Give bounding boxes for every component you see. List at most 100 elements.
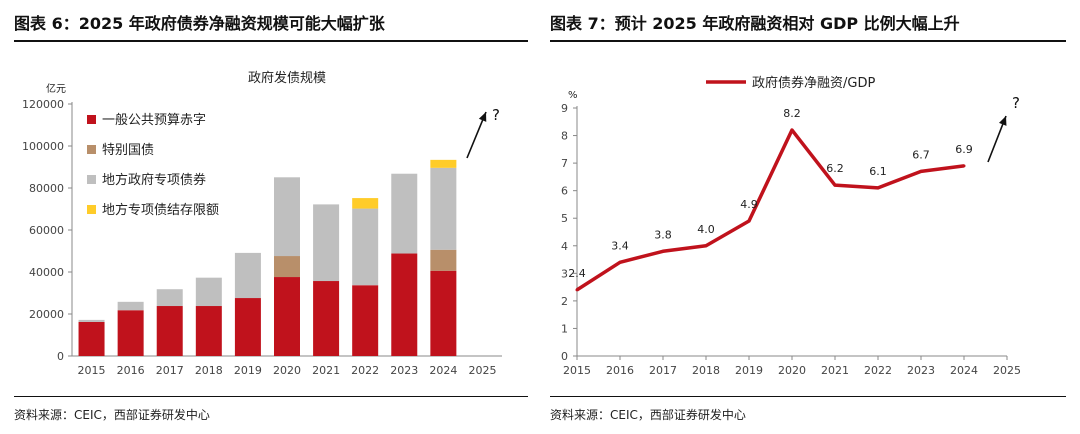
data-label: 6.1 — [869, 165, 887, 178]
line-x-tick-label: 2015 — [563, 364, 591, 377]
series-point — [833, 183, 837, 187]
line-y-tick-label: 7 — [561, 157, 568, 170]
bar-x-tick-label: 2023 — [390, 364, 418, 377]
bar-y-tick-label: 80000 — [29, 182, 64, 195]
trend-arrow-head — [998, 116, 1007, 126]
legend-label: 一般公共预算赤字 — [102, 112, 206, 128]
bar-segment-1 — [391, 253, 418, 356]
line-y-tick-label: 5 — [561, 212, 568, 225]
bar-segment-3 — [78, 319, 105, 322]
question-mark-annotation: ? — [1012, 94, 1020, 112]
bar-segment-1 — [352, 285, 379, 356]
figure-7-source: 资料来源：CEIC，西部证券研发中心 — [550, 408, 746, 422]
line-y-tick-label: 3 — [561, 267, 568, 280]
bar-segment-3 — [352, 208, 379, 286]
bar-x-tick-label: 2021 — [312, 364, 340, 377]
bar-y-tick-label: 60000 — [29, 224, 64, 237]
figure-7-title: 图表 7：预计 2025 年政府融资相对 GDP 比例大幅上升 — [550, 14, 960, 33]
line-x-tick-label: 2024 — [950, 364, 978, 377]
data-label: 4.0 — [697, 223, 715, 236]
bar-x-tick-label: 2015 — [78, 364, 106, 377]
data-label: 4.9 — [740, 198, 758, 211]
bar-segment-4 — [430, 159, 457, 168]
data-label: 3.4 — [611, 239, 629, 252]
bar-segment-1 — [195, 306, 222, 356]
data-label: 2.4 — [568, 267, 586, 280]
bar-segment-3 — [274, 177, 300, 257]
data-label: 6.2 — [826, 162, 844, 175]
bar-y-tick-label: 20000 — [29, 308, 64, 321]
series-point — [704, 244, 708, 248]
bar-x-tick-label: 2018 — [195, 364, 223, 377]
bar-x-tick-label: 2017 — [156, 364, 184, 377]
series-point — [962, 164, 966, 168]
legend-swatch — [87, 115, 96, 124]
data-label: 8.2 — [783, 107, 801, 120]
bar-segment-4 — [352, 198, 379, 209]
line-x-tick-label: 2017 — [649, 364, 677, 377]
line-y-tick-label: 6 — [561, 185, 568, 198]
legend-label: 地方政府专项债券 — [102, 172, 206, 188]
bar-x-tick-label: 2020 — [273, 364, 301, 377]
legend-label: 政府债券净融资/GDP — [752, 75, 875, 91]
legend-swatch — [87, 145, 96, 154]
legend-label: 特别国债 — [102, 143, 154, 158]
line-x-tick-label: 2018 — [692, 364, 720, 377]
bar-x-tick-label: 2019 — [234, 364, 262, 377]
line-x-tick-label: 2025 — [993, 364, 1021, 377]
line-x-tick-label: 2020 — [778, 364, 806, 377]
series-point — [790, 128, 794, 132]
data-label: 3.8 — [654, 228, 672, 241]
series-point — [575, 288, 579, 292]
series-point — [747, 219, 751, 223]
bar-segment-1 — [78, 321, 105, 356]
bar-segment-3 — [430, 167, 457, 250]
line-y-tick-label: 1 — [561, 322, 568, 335]
bar-x-tick-label: 2016 — [117, 364, 145, 377]
bar-segment-1 — [313, 281, 340, 356]
data-label: 6.9 — [955, 143, 973, 156]
figure-6-bottom-rule — [14, 396, 528, 397]
line-x-tick-label: 2023 — [907, 364, 935, 377]
bar-x-tick-label: 2025 — [468, 364, 496, 377]
line-chart-y-unit: % — [568, 90, 578, 101]
figure-6-top-rule — [14, 40, 528, 42]
bar-segment-1 — [117, 310, 144, 356]
line-x-tick-label: 2019 — [735, 364, 763, 377]
line-y-tick-label: 8 — [561, 130, 568, 143]
figure-7-bottom-rule — [550, 396, 1066, 397]
figure-7-top-rule — [550, 40, 1066, 42]
bar-y-tick-label: 100000 — [22, 140, 64, 153]
bar-y-tick-label: 0 — [57, 350, 64, 363]
bar-segment-1 — [156, 306, 183, 356]
bar-segment-1 — [430, 270, 457, 356]
figure-6-title: 图表 6：2025 年政府债券净融资规模可能大幅扩张 — [14, 14, 385, 33]
line-x-tick-label: 2021 — [821, 364, 849, 377]
series-point — [618, 260, 622, 264]
bar-x-tick-label: 2022 — [351, 364, 379, 377]
series-point — [876, 186, 880, 190]
bar-segment-3 — [117, 301, 144, 311]
bar-x-tick-label: 2024 — [429, 364, 457, 377]
bar-segment-3 — [195, 277, 222, 307]
line-y-tick-label: 4 — [561, 240, 568, 253]
series-point — [919, 169, 923, 173]
bar-segment-3 — [391, 173, 418, 254]
line-y-tick-label: 9 — [561, 102, 568, 115]
legend-swatch — [87, 175, 96, 184]
line-chart: % 0 1 2 3 4 5 6 7 8 9 2015 2016 2017 2018 2019 2020 2021 2… — [561, 75, 1021, 377]
bar-chart-title: 政府发债规模 — [248, 70, 326, 86]
figure-6-source: 资料来源：CEIC，西部证券研发中心 — [14, 408, 210, 422]
trend-arrow-head — [478, 112, 487, 122]
line-x-tick-label: 2016 — [606, 364, 634, 377]
bar-segment-1 — [274, 277, 300, 356]
series-point — [661, 249, 665, 253]
series-line — [576, 128, 965, 292]
bar-segment-3 — [156, 289, 183, 307]
line-y-tick-label: 0 — [561, 350, 568, 363]
bar-segment-3 — [313, 204, 340, 282]
legend-swatch — [87, 205, 96, 214]
bar-y-tick-label: 120000 — [22, 98, 64, 111]
